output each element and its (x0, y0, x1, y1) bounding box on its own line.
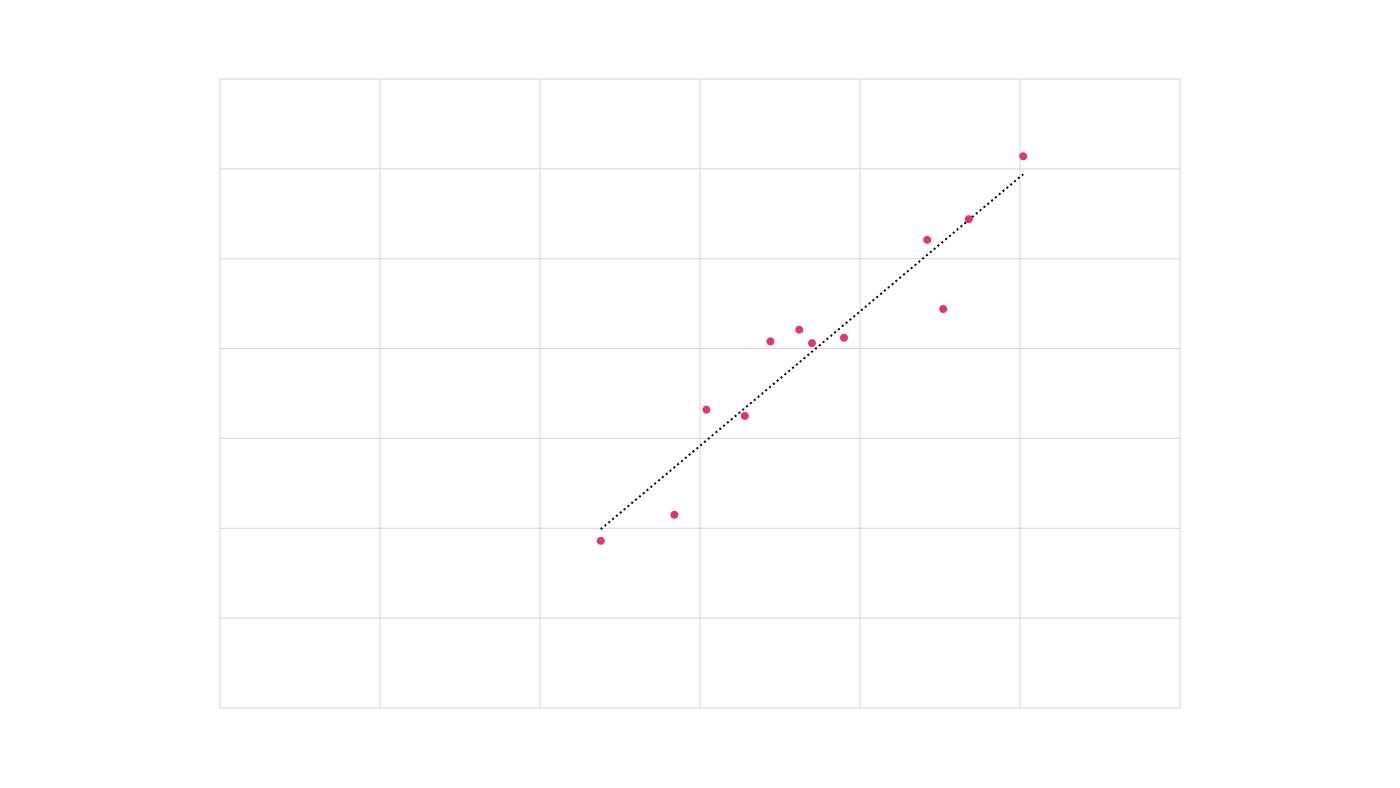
data-point-11 (1019, 152, 1028, 161)
data-point-3 (740, 411, 749, 420)
data-point-4 (766, 337, 775, 346)
data-point-6 (808, 339, 816, 348)
data-point-0 (596, 536, 605, 545)
data-point-5 (795, 325, 804, 334)
data-point-10 (964, 215, 973, 224)
data-point-2 (702, 405, 711, 414)
data-point-8 (923, 235, 932, 244)
data-point-9 (939, 305, 948, 314)
grid-lines (219, 78, 1181, 709)
data-point-1 (670, 510, 679, 519)
trendline (600, 173, 1024, 530)
data-points (596, 152, 1028, 545)
trendline-layer (600, 173, 1024, 530)
data-point-7 (840, 333, 848, 342)
